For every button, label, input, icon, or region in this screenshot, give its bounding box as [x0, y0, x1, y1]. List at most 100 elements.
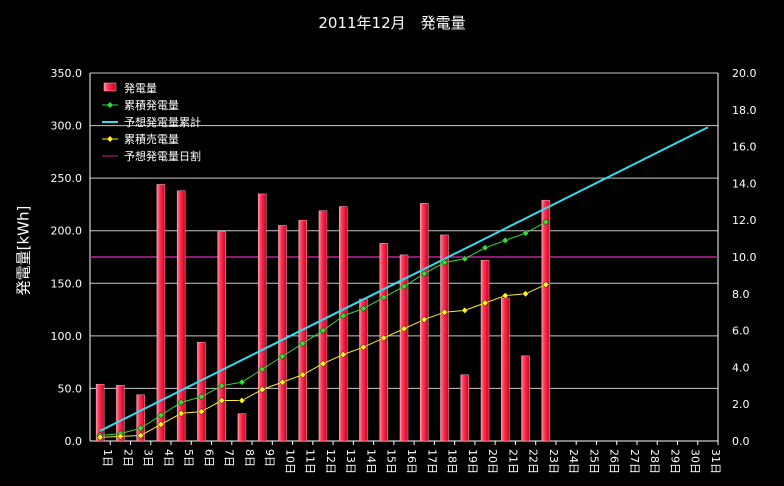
data-point-yellow — [461, 306, 469, 314]
x-tick-label: 23日 — [547, 449, 560, 474]
x-tick-label: 4日 — [162, 449, 175, 467]
bar — [521, 355, 530, 442]
legend-label: 累積発電量 — [124, 98, 179, 112]
y-tick-label-right: 10.0 — [732, 251, 757, 264]
data-point-green — [299, 339, 307, 348]
data-point-yellow — [177, 409, 185, 417]
data-point-green — [177, 398, 185, 406]
bar — [176, 190, 186, 442]
x-tick-label: 7日 — [223, 449, 236, 467]
x-tick-label: 28日 — [648, 449, 661, 474]
y-tick-label-left: 250.0 — [51, 172, 83, 185]
bar — [460, 374, 470, 442]
data-point-yellow — [238, 396, 246, 405]
x-tick-label: 22日 — [527, 449, 540, 474]
data-point-yellow — [501, 292, 509, 300]
data-point-yellow — [400, 325, 408, 333]
y-tick-label-right: 20.0 — [732, 67, 757, 80]
bar — [95, 383, 105, 442]
x-tick-label: 15日 — [385, 449, 398, 474]
data-point-green — [481, 244, 489, 252]
data-point-yellow — [299, 371, 307, 379]
data-point-green — [319, 327, 327, 335]
x-tick-label: 9日 — [263, 449, 276, 467]
legend-label: 予想発電量日割 — [124, 149, 201, 163]
legend-label: 発電量 — [124, 81, 157, 95]
x-tick-label: 3日 — [142, 449, 155, 467]
data-point-yellow — [542, 281, 550, 289]
bar — [156, 184, 166, 442]
x-tick-label: 12日 — [324, 449, 337, 474]
bar — [318, 210, 328, 442]
y-tick-label-left: 350.0 — [51, 67, 83, 80]
legend-swatch — [103, 82, 117, 92]
data-point-yellow — [359, 343, 368, 351]
data-point-yellow — [440, 308, 449, 316]
x-tick-label: 20日 — [486, 449, 499, 474]
bar — [257, 193, 267, 442]
y-tick-label-left: 300.0 — [51, 120, 83, 133]
bar — [136, 394, 145, 442]
y-tick-label-right: 12.0 — [732, 214, 757, 227]
bar — [379, 243, 388, 442]
x-tick-label: 18日 — [446, 449, 459, 474]
y-tick-label-left: 150.0 — [51, 277, 83, 290]
data-point-yellow — [258, 385, 266, 394]
y-tick-label-right: 2.0 — [732, 398, 750, 411]
bar — [338, 206, 348, 442]
y-tick-label-left: 100.0 — [51, 330, 83, 343]
bar — [116, 385, 125, 442]
data-point-green — [339, 312, 347, 320]
y-tick-label-right: 16.0 — [732, 141, 757, 154]
data-point-yellow — [137, 431, 145, 440]
y-tick-label-right: 6.0 — [732, 325, 750, 338]
x-tick-label: 24日 — [567, 449, 580, 474]
x-tick-label: 8日 — [243, 449, 256, 467]
data-point-yellow — [521, 290, 530, 298]
data-point-yellow — [420, 316, 428, 324]
x-tick-label: 5日 — [182, 449, 195, 467]
data-point-green — [258, 365, 266, 373]
data-point-yellow — [380, 334, 388, 342]
bar — [217, 231, 226, 442]
data-point-green — [137, 424, 145, 432]
x-tick-label: 2日 — [121, 449, 134, 467]
x-tick-label: 17日 — [425, 449, 438, 474]
data-point-yellow — [197, 408, 205, 416]
x-tick-label: 1日 — [101, 449, 114, 467]
x-tick-label: 29日 — [668, 449, 681, 474]
series-line-forecast-cumulative — [99, 126, 709, 432]
y-tick-label-right: 14.0 — [732, 177, 757, 190]
data-point-green — [420, 270, 428, 278]
data-point-yellow — [116, 432, 124, 440]
y-tick-label-right: 4.0 — [732, 361, 750, 374]
y-tick-label-left: 200.0 — [51, 225, 83, 238]
data-point-green — [197, 393, 205, 401]
x-tick-label: 10日 — [283, 449, 296, 474]
data-point-green — [440, 258, 449, 267]
y-tick-label-left: 50.0 — [58, 382, 83, 395]
x-tick-label: 13日 — [344, 449, 357, 474]
legend-marker — [107, 136, 113, 142]
bar — [359, 298, 368, 442]
bar — [480, 259, 490, 442]
bar — [197, 341, 206, 442]
data-point-green — [238, 378, 246, 386]
x-tick-label: 14日 — [364, 449, 377, 474]
legend-label: 累積売電量 — [124, 132, 179, 146]
data-point-green — [400, 282, 408, 290]
data-point-yellow — [319, 360, 327, 368]
data-point-green — [157, 411, 165, 419]
x-tick-label: 21日 — [506, 449, 519, 474]
data-point-yellow — [96, 433, 104, 441]
x-tick-label: 25日 — [587, 449, 600, 474]
data-point-green — [461, 255, 469, 263]
x-tick-label: 16日 — [405, 449, 418, 474]
data-point-yellow — [481, 299, 489, 307]
x-tick-label: 26日 — [608, 449, 621, 474]
data-point-green — [542, 218, 550, 226]
data-point-green — [521, 229, 530, 237]
y-tick-label-right: 18.0 — [732, 104, 757, 117]
x-tick-label: 30日 — [689, 449, 702, 474]
